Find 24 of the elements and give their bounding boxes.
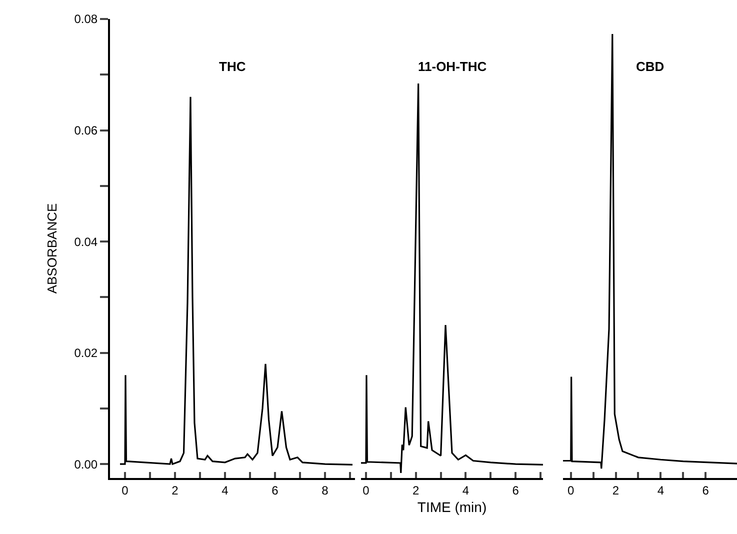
y-tick-label: 0.04 [74, 234, 98, 249]
y-tick-label: 0.02 [74, 346, 98, 360]
x-tick-label: 4 [657, 483, 664, 498]
y-tick-label: 0.06 [74, 123, 98, 138]
x-tick-label: 2 [412, 483, 420, 498]
y-axis-title: ABSORBANCE [44, 203, 60, 294]
x-tick-label: 0 [568, 483, 575, 498]
y-tick-label: 0.08 [74, 12, 98, 26]
x-tick-label: 4 [222, 483, 229, 498]
text: 11-OH-THC [418, 59, 488, 74]
x-tick-label: 0 [122, 483, 129, 498]
x-tick-label: 6 [702, 483, 710, 498]
x-tick-label: 6 [272, 483, 279, 498]
x-axis-title: TIME (min) [417, 499, 487, 516]
x-tick-label: 4 [462, 483, 470, 498]
x-tick-label: 6 [512, 483, 520, 498]
x-tick-label: 2 [172, 483, 179, 498]
text: CBD [636, 59, 664, 74]
line-series [119, 96, 354, 466]
y-tick-label: 0.00 [74, 457, 98, 472]
text: THC [219, 59, 246, 74]
x-tick-label: 0 [362, 483, 370, 498]
x-tick-label: 2 [612, 483, 620, 498]
x-tick-label: 8 [322, 483, 329, 498]
